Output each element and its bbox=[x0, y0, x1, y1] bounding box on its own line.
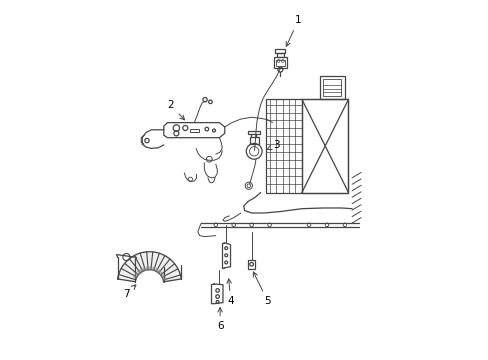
Polygon shape bbox=[146, 267, 148, 270]
Text: 5: 5 bbox=[253, 272, 270, 306]
Polygon shape bbox=[157, 270, 160, 273]
Bar bbox=[276, 59, 284, 66]
Bar bbox=[323, 79, 341, 96]
Bar bbox=[301, 99, 348, 193]
Bar bbox=[190, 129, 199, 132]
Bar bbox=[276, 53, 284, 57]
Bar bbox=[273, 57, 286, 68]
Bar bbox=[275, 49, 285, 53]
Text: 3: 3 bbox=[266, 140, 279, 150]
Polygon shape bbox=[160, 272, 163, 275]
Polygon shape bbox=[155, 268, 157, 271]
Bar bbox=[249, 137, 258, 144]
Polygon shape bbox=[149, 267, 151, 270]
Polygon shape bbox=[152, 267, 154, 270]
Bar bbox=[247, 260, 255, 269]
Polygon shape bbox=[135, 273, 138, 276]
Bar bbox=[265, 99, 348, 193]
Text: 1: 1 bbox=[285, 15, 301, 46]
Polygon shape bbox=[140, 269, 142, 272]
Polygon shape bbox=[137, 270, 140, 274]
Text: 4: 4 bbox=[226, 279, 234, 306]
Bar bbox=[319, 76, 344, 99]
Bar bbox=[248, 131, 260, 134]
Text: 2: 2 bbox=[167, 100, 184, 120]
Text: 7: 7 bbox=[122, 285, 136, 299]
Text: 6: 6 bbox=[216, 307, 223, 331]
Polygon shape bbox=[163, 278, 165, 280]
Polygon shape bbox=[133, 276, 137, 278]
Polygon shape bbox=[161, 275, 164, 277]
Polygon shape bbox=[143, 267, 145, 271]
Polygon shape bbox=[117, 252, 181, 282]
